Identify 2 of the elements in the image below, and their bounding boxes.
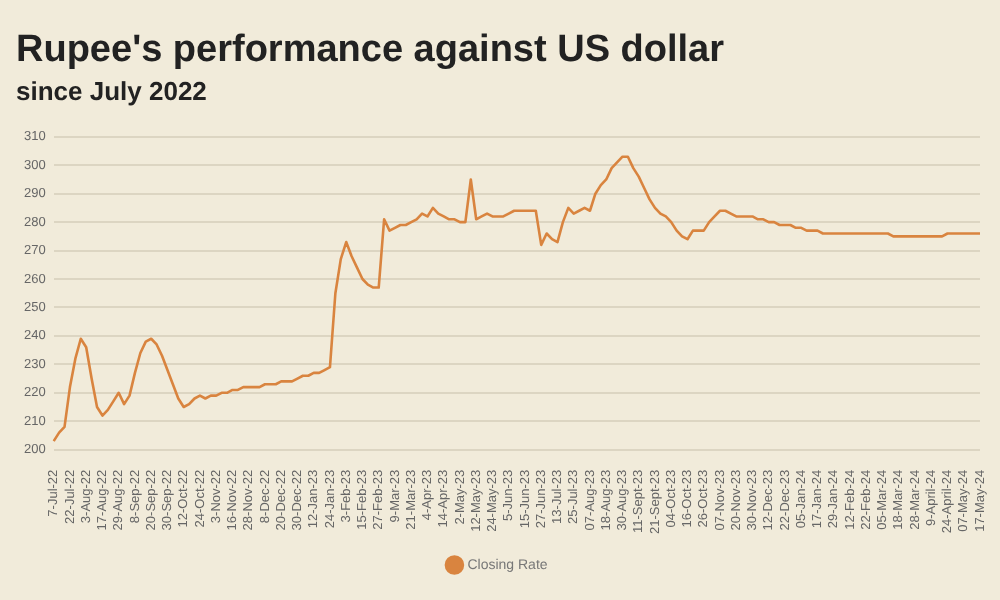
chart-subtitle: since July 2022 <box>16 76 207 107</box>
chart-title: Rupee's performance against US dollar <box>16 29 726 72</box>
